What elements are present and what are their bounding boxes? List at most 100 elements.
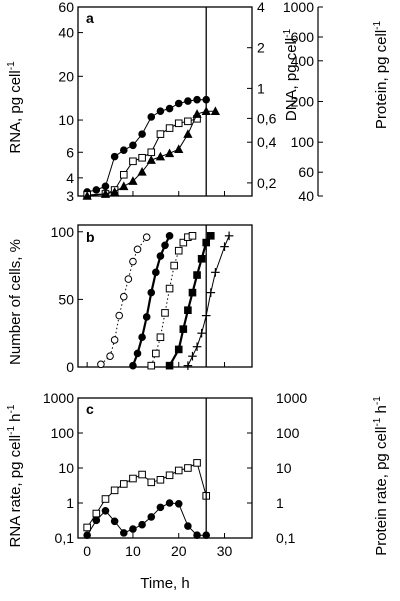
marker-filled-square [197,255,206,263]
left-tick-label: 100 [51,425,75,441]
x-tick-label: 20 [171,543,187,559]
marker-open-square [83,523,91,532]
right-tick-label: 1 [257,80,265,96]
marker-filled-circle [165,499,174,507]
right-tick-label: 10 [276,460,292,476]
marker-open-square [184,464,192,472]
marker-open-square [188,232,197,240]
marker-filled-circle [133,349,142,358]
marker-open-circle [97,360,105,369]
marker-filled-circle [138,520,146,529]
marker-open-square [174,466,183,475]
marker-filled-circle [156,252,165,260]
panel-c: 0,1 1 10 100 1000 0,1 1 10 100 1000 0 10 20 30 c RNA ra… [6,390,390,592]
marker-filled-circle [101,506,110,515]
marker-filled-square [188,288,197,297]
marker-open-circle [133,245,142,254]
protein-tick-label: 1000 [283,0,314,15]
right-tick-label: 0,6 [257,110,277,126]
marker-filled-triangle [100,189,111,198]
marker-filled-triangle [128,176,138,185]
left-tick-label: 1000 [43,390,74,406]
rna-rate-axis-label: RNA rate, pg cell-1 h-1 [6,404,24,547]
protein-tick-label: 200 [291,94,315,110]
left-tick-label: 40 [58,25,74,41]
marker-filled-triangle [146,155,156,164]
dna-axis-label: DNA, pg cell-1 [282,28,300,121]
panel-b-frame [77,224,253,368]
left-tick-label: 4 [66,170,74,186]
marker-filled-circle [142,313,151,321]
marker-filled-circle [174,499,183,508]
time-axis-label: Time, h [140,575,189,592]
left-tick-label: 50 [58,291,74,307]
protein-tick-label: 100 [291,134,315,150]
left-tick-label: 10 [58,460,74,476]
marker-open-square [147,478,156,487]
x-tick-label: 10 [125,543,141,559]
marker-filled-circle [165,104,174,113]
marker-filled-circle [147,288,156,297]
marker-filled-circle [174,99,183,108]
marker-filled-square [174,345,183,354]
marker-filled-circle [193,95,201,104]
marker-filled-square [193,271,201,279]
marker-open-square [165,124,174,132]
right-tick-label: 1000 [276,390,307,406]
panel-a: 3 4 6 10 20 40 60 0,2 0,4 0,6 1 2 4 40 60 100 200 400 600 1… [6,0,390,204]
marker-filled-circle [83,531,91,540]
right-tick-label: 1 [276,495,284,511]
marker-filled-triangle [210,106,221,116]
marker-filled-triangle [183,129,193,138]
marker-filled-circle [129,525,137,533]
marker-open-square [174,246,183,255]
right-tick-label: 0,1 [276,530,296,546]
left-tick-label: 0 [66,359,74,375]
marker-open-square [161,309,169,317]
marker-filled-triangle [119,181,129,191]
marker-filled-triangle [137,166,147,176]
protein-rate-axis-label: Protein rate, pg cell-1 h-1 [372,396,390,556]
marker-open-circle [115,311,124,320]
marker-open-square [147,361,156,370]
marker-filled-circle [193,531,201,540]
marker-filled-triangle [174,144,184,153]
marker-open-square [156,130,165,138]
marker-filled-triangle [192,109,202,118]
panel-a-frame [77,6,253,197]
marker-filled-circle [110,152,119,161]
protein-tick-label: 400 [291,53,315,69]
marker-open-square [156,476,165,484]
marker-open-square [170,261,178,270]
marker-open-square [119,170,128,179]
marker-open-square [152,349,160,358]
marker-filled-square [206,232,215,240]
marker-open-square [184,117,192,126]
x-tick-label: 0 [83,543,91,559]
marker-filled-circle [138,130,146,138]
right-tick-label: 100 [276,425,300,441]
left-tick-label: 0,1 [55,530,75,546]
marker-open-square [92,509,101,518]
marker-open-circle [110,336,119,344]
marker-filled-circle [147,113,156,121]
left-tick-label: 10 [58,112,74,128]
marker-filled-circle [156,107,165,116]
marker-filled-square [184,306,192,314]
marker-filled-circle [184,522,192,530]
marker-open-circle [142,233,151,241]
marker-open-square [147,148,156,157]
left-tick-label: 60 [58,0,74,15]
marker-filled-circle [119,529,128,537]
marker-filled-circle [147,513,156,521]
left-tick-label: 3 [66,188,74,204]
marker-filled-circle [129,361,137,370]
marker-filled-circle [165,232,174,240]
right-tick-label: 0,2 [257,175,277,191]
marker-open-square [165,284,174,293]
right-tick-label: 4 [257,0,265,15]
marker-open-square [138,153,146,162]
left-tick-label: 20 [58,68,74,84]
marker-filled-triangle [155,151,166,161]
